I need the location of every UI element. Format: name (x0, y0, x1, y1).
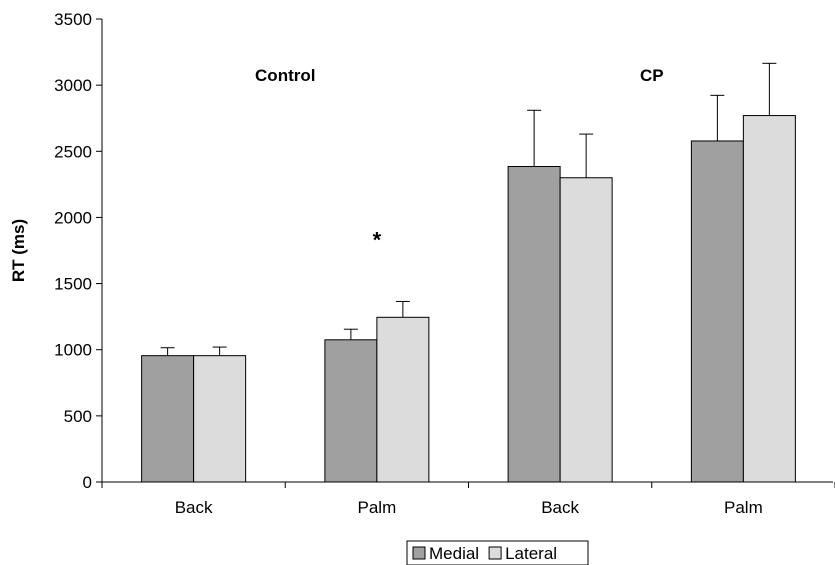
group-labels: Control CP (255, 66, 664, 85)
x-tick-label: Back (541, 498, 579, 517)
legend: Medial Lateral (406, 540, 589, 565)
bar-lateral-1 (376, 316, 430, 483)
y-tick-label: 0 (83, 473, 92, 492)
legend-swatch-medial (412, 546, 426, 560)
y-axis: 0 500 1000 1500 2000 2500 3000 3500 RT (ms) (9, 10, 103, 492)
bars (141, 115, 796, 483)
group-label: CP (640, 66, 664, 85)
y-tick-label: 1000 (54, 341, 92, 360)
y-tick-label: 500 (64, 407, 92, 426)
y-tick-label: 3000 (54, 76, 92, 95)
bar-medial-0 (141, 355, 195, 483)
y-tick-label: 2500 (54, 142, 92, 161)
bar-medial-1 (324, 339, 378, 483)
y-axis-title: RT (ms) (9, 219, 28, 282)
bar-lateral-3 (742, 115, 796, 483)
legend-swatch-lateral (488, 546, 502, 560)
annotations: * (373, 227, 382, 252)
significance-marker: * (373, 227, 382, 252)
y-tick-label: 1500 (54, 275, 92, 294)
legend-label-lateral: Lateral (505, 544, 557, 563)
x-tick-label: Palm (724, 498, 763, 517)
y-tick-label: 2000 (54, 208, 92, 227)
legend-label-medial: Medial (429, 544, 479, 563)
y-tick-label: 3500 (54, 10, 92, 29)
x-axis: Back Palm Back Palm (101, 481, 835, 517)
x-tick-label: Palm (358, 498, 397, 517)
error-bars (160, 62, 777, 356)
group-label: Control (255, 66, 315, 85)
x-tick-label: Back (175, 498, 213, 517)
bar-medial-2 (507, 165, 561, 483)
bar-medial-3 (690, 140, 744, 483)
bar-lateral-0 (193, 355, 247, 483)
bar-lateral-2 (559, 177, 613, 483)
